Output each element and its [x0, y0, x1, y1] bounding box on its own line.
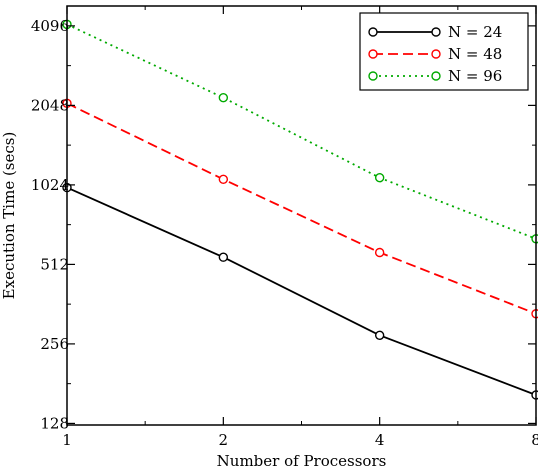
x-tick-label: 4 — [375, 431, 385, 449]
y-tick-label: 2048 — [31, 96, 69, 114]
legend-label: N = 48 — [448, 45, 502, 63]
series-line — [66, 23, 537, 240]
data-point — [374, 173, 385, 183]
y-tick-label: 512 — [40, 255, 69, 273]
legend-label: N = 96 — [448, 67, 502, 85]
y-tick-label: 1024 — [31, 176, 69, 194]
y-tick-label: 128 — [40, 414, 69, 432]
series-n-48 — [62, 98, 538, 319]
legend-marker — [431, 71, 441, 81]
series-line — [66, 102, 537, 315]
legend-marker — [431, 27, 441, 37]
data-point — [531, 309, 538, 319]
legend-marker — [368, 49, 378, 59]
legend: N = 24 N = 48 N = 96 — [359, 12, 529, 91]
legend-box — [359, 12, 529, 91]
data-point — [531, 234, 538, 244]
x-tick-label: 8 — [531, 431, 538, 449]
legend-marker — [368, 27, 378, 37]
data-point — [218, 252, 229, 262]
series-line — [66, 186, 537, 396]
legend-marker — [368, 71, 378, 81]
y-tick-label: 256 — [40, 335, 69, 353]
y-tick-label: 4096 — [31, 17, 69, 35]
y-axis-label: Execution Time (secs) — [0, 132, 18, 300]
data-point — [531, 390, 538, 400]
x-axis-label: Number of Processors — [217, 452, 387, 468]
data-point — [374, 247, 385, 258]
data-point — [374, 330, 385, 340]
legend-marker — [431, 49, 441, 59]
data-point — [218, 92, 229, 103]
x-tick-label: 1 — [62, 431, 72, 449]
ticks-layer: 1 2 4 8 128 256 512 1024 2048 4096 — [31, 6, 538, 449]
data-point — [218, 174, 229, 185]
x-tick-label: 2 — [219, 431, 229, 449]
legend-label: N = 24 — [448, 23, 502, 41]
